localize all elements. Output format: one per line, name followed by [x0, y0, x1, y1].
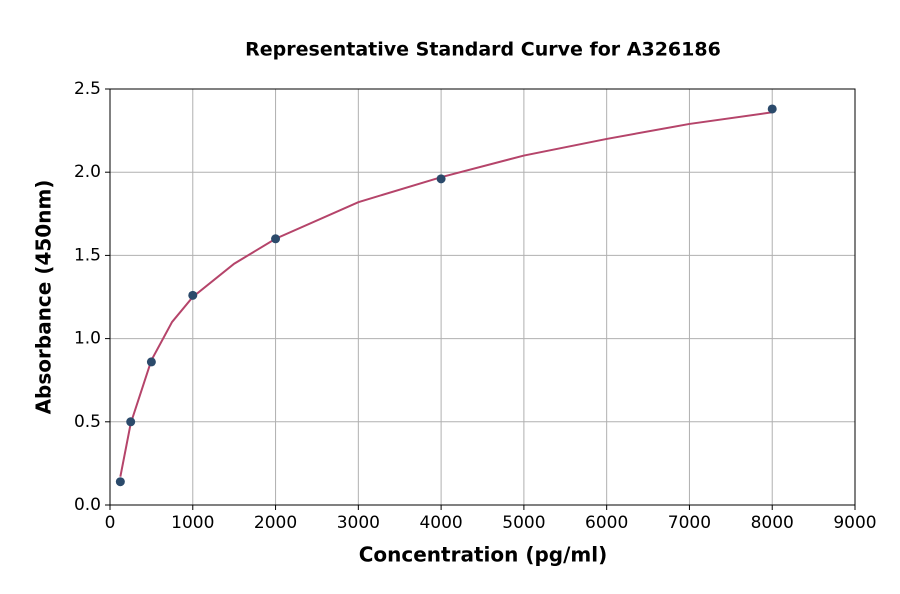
x-axis-label: Concentration (pg/ml): [359, 543, 608, 567]
x-tick-label: 0: [105, 513, 116, 533]
x-tick-label: 7000: [668, 513, 711, 533]
data-point: [146, 357, 156, 367]
data-point: [271, 234, 281, 244]
y-axis-label: Absorbance (450nm): [32, 180, 56, 415]
x-tick-label: 3000: [337, 513, 380, 533]
y-tick-label: 0.5: [74, 412, 101, 432]
x-tick-label: 1000: [171, 513, 214, 533]
y-tick-label: 1.0: [74, 329, 101, 349]
x-tick-label: 8000: [751, 513, 794, 533]
marks: [115, 104, 777, 487]
data-point: [767, 104, 777, 114]
x-tick-label: 5000: [502, 513, 545, 533]
data-point: [188, 290, 198, 300]
data-point: [436, 174, 446, 184]
x-tick-label: 9000: [833, 513, 876, 533]
x-tick-label: 6000: [585, 513, 628, 533]
y-tick-label: 0.0: [74, 495, 101, 515]
y-tick-label: 2.5: [74, 79, 101, 99]
x-tick-label: 4000: [419, 513, 462, 533]
plot-frame: [109, 88, 856, 506]
y-tick-label: 2.0: [74, 162, 101, 182]
chart-title: Representative Standard Curve for A32618…: [245, 39, 721, 61]
data-point: [115, 477, 125, 487]
x-tick-label: 2000: [254, 513, 297, 533]
grid: 0 1000 2000 3000 4000 5000 6000 7000 8000 9000 0.0…: [74, 79, 877, 533]
data-point: [126, 417, 136, 427]
y-tick-label: 1.5: [74, 245, 101, 265]
